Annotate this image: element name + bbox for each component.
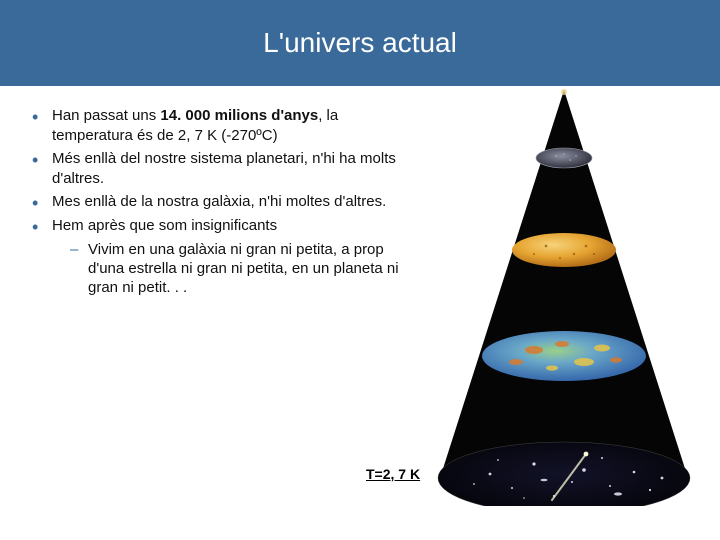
bullet-list: Han passat uns 14. 000 milions d'anys, l… [30, 106, 420, 297]
disc-cmb-map [482, 331, 646, 381]
disc-early-universe [536, 148, 592, 168]
sub-bullet-list: Vivim en una galàxia ni gran ni petita, … [52, 241, 420, 297]
bullet-1-pre: Han passat uns [52, 107, 160, 124]
sub-bullet-1: Vivim en una galàxia ni gran ni petita, … [52, 241, 420, 297]
cone-svg [434, 86, 694, 506]
title-bar: L'univers actual [0, 0, 720, 86]
bullet-1: Han passat uns 14. 000 milions d'anys, l… [30, 106, 420, 145]
bullet-4-text: Hem après que som insignificants [52, 217, 277, 234]
comet-head [584, 452, 589, 457]
bullet-3: Mes enllà de la nostra galàxia, n'hi mol… [30, 192, 420, 212]
bullet-2: Més enllà del nostre sistema planetari, … [30, 149, 420, 188]
disc-stars-form [512, 233, 616, 267]
bullet-4: Hem après que som insignificants Vivim e… [30, 216, 420, 298]
cone-apex-glow [561, 89, 567, 95]
bullet-1-bold: 14. 000 milions d'anys [160, 107, 318, 124]
text-column: Han passat uns 14. 000 milions d'anys, l… [0, 106, 420, 301]
slide-title: L'univers actual [263, 27, 457, 59]
temperature-label: T=2, 7 K [366, 466, 420, 482]
cosmic-cone-figure [434, 86, 694, 506]
